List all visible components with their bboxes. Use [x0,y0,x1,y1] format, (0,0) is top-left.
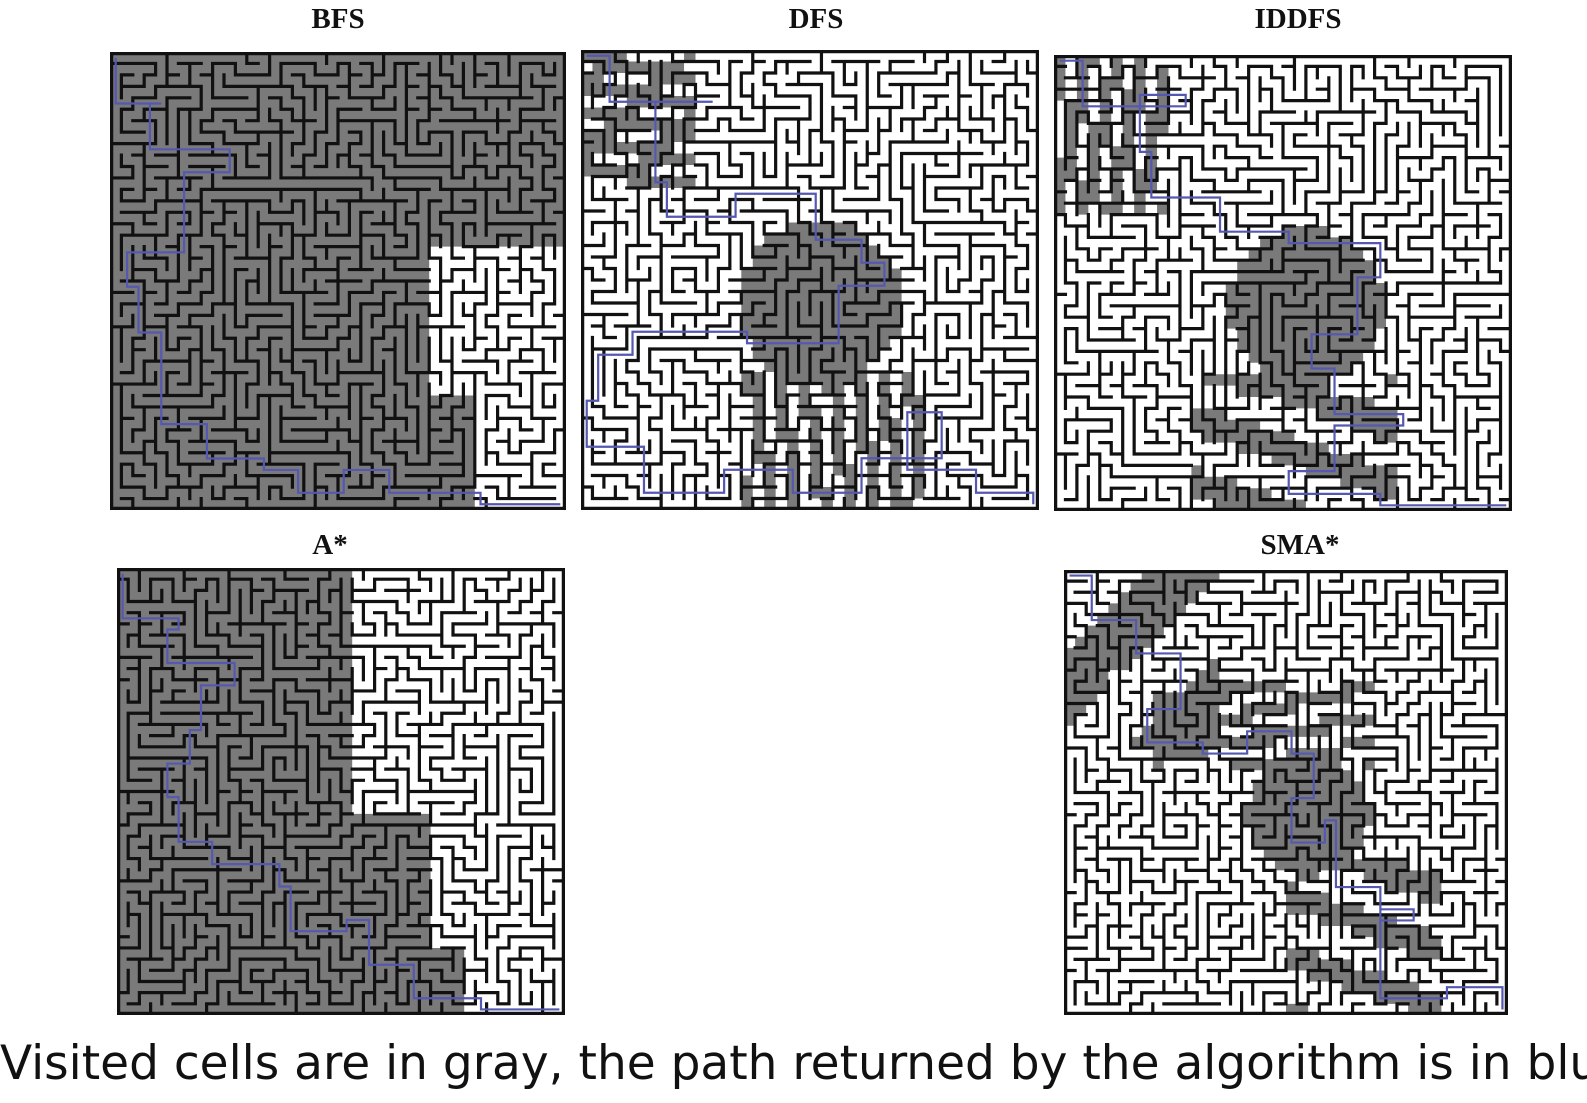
maze-border [1054,55,1512,511]
panel-title-astar: A* [312,529,348,561]
maze-walls [1054,55,1512,511]
maze-walls [117,568,565,1015]
panel-title-bfs: BFS [311,3,365,35]
panel-title-smastar: SMA* [1260,529,1340,561]
solution-path [1069,574,1504,1010]
panel-title-dfs: DFS [788,3,844,35]
solution-path [121,573,560,1011]
maze-border [117,568,565,1015]
maze-astar [117,568,565,1015]
maze-border [110,52,566,510]
maze-smastar [1064,570,1508,1015]
maze-walls [1064,570,1508,1015]
maze-bfs [110,52,566,510]
solution-path [1059,59,1507,507]
maze-border [1064,570,1508,1015]
panel-title-iddfs: IDDFS [1254,3,1342,35]
maze-walls [110,52,566,510]
maze-walls [581,50,1039,510]
maze-border [581,50,1039,510]
maze-dfs [581,50,1039,510]
maze-iddfs [1054,55,1512,511]
solution-path [585,54,1035,505]
solution-path [114,57,561,506]
figure-caption: Visited cells are in gray, the path retu… [0,1036,1587,1091]
